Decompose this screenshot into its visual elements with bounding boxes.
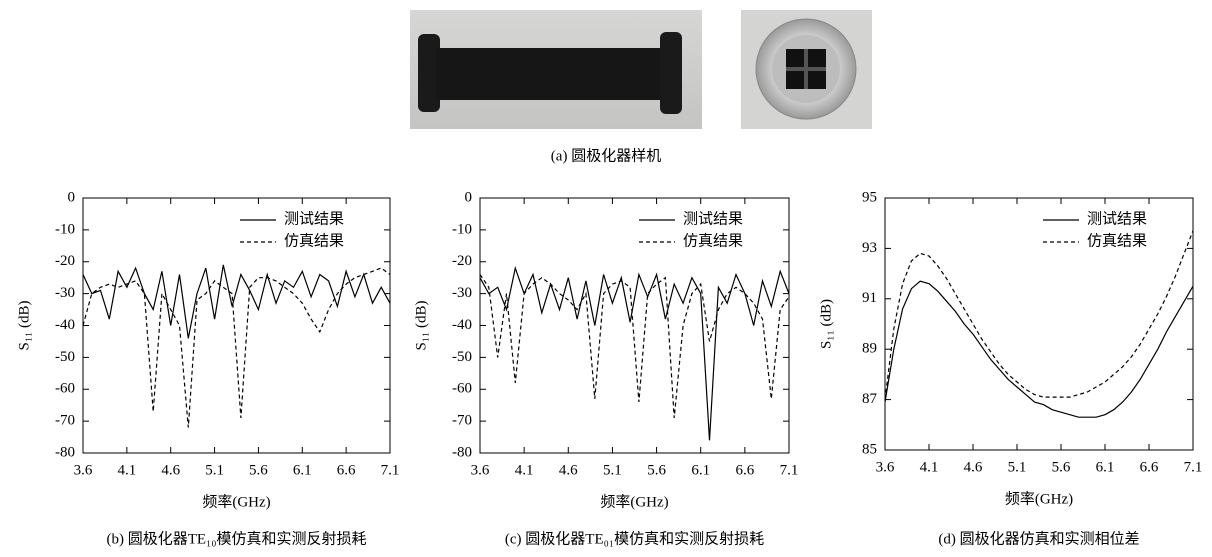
y-tick-label: 91: [862, 290, 877, 306]
x-tick-label: 4.6: [559, 462, 578, 478]
x-tick-label: 7.1: [780, 462, 799, 478]
y-tick-label: 93: [862, 240, 877, 256]
y-axis-label: S₁₁ (dB): [818, 299, 834, 349]
y-axis-label: S₁₁ (dB): [16, 300, 32, 350]
x-tick-label: 5.6: [647, 462, 666, 478]
y-tick-label: -40: [452, 317, 472, 333]
y-tick-label: -60: [452, 381, 472, 397]
y-tick-label: 0: [465, 189, 473, 205]
y-tick-label: -20: [55, 253, 75, 269]
x-tick-label: 5.1: [1008, 459, 1027, 475]
chart: 85 87 89 91 93 95 3.6 4.1 4.6 5.1 5.6 6.1 6.6 7.1 测试结果…: [818, 189, 1202, 547]
y-tick-label: -50: [55, 349, 75, 365]
flange: [660, 32, 682, 114]
y-tick-label: 0: [68, 189, 76, 205]
figure: (a) 圆极化器样机 -80 -70 -60 -50 -40 -30 -20 -10 0 3.6 4…: [0, 0, 1212, 552]
y-tick-label: -10: [55, 221, 75, 237]
y-tick-label: 89: [862, 341, 877, 357]
y-tick-label: -10: [452, 221, 472, 237]
chart-caption: (b) 圆极化器TE₁₀模仿真和实测反射损耗: [106, 529, 366, 547]
x-tick-label: 6.6: [337, 462, 356, 478]
y-tick-label: -60: [55, 381, 75, 397]
legend-label: 测试结果: [1087, 210, 1147, 227]
series-line: [480, 268, 789, 440]
y-tick-label: -80: [55, 444, 75, 460]
x-axis-label: 频率(GHz): [600, 493, 668, 510]
x-tick-label: 4.1: [920, 459, 939, 475]
page: (a) 圆极化器样机 -80 -70 -60 -50 -40 -30 -20 -10 0 3.6 4…: [0, 0, 1212, 557]
legend-label: 测试结果: [284, 210, 344, 227]
series-line: [83, 265, 390, 338]
tube: [436, 48, 664, 100]
photo-polarizer: [410, 10, 702, 129]
x-tick-label: 3.6: [471, 462, 490, 478]
legend-label: 仿真结果: [683, 231, 743, 249]
x-tick-label: 5.6: [1052, 459, 1071, 475]
x-tick-label: 6.6: [735, 462, 754, 478]
series-line: [885, 281, 1193, 417]
ridge: [786, 67, 826, 71]
figure-caption: (a) 圆极化器样机: [551, 147, 661, 164]
x-tick-label: 6.1: [691, 462, 710, 478]
y-tick-label: 87: [862, 391, 878, 407]
photo-flange: [741, 10, 872, 129]
y-tick-label: -20: [452, 253, 472, 269]
x-tick-label: 4.6: [161, 462, 180, 478]
y-tick-label: -30: [55, 285, 75, 301]
x-tick-label: 4.1: [515, 462, 534, 478]
y-tick-label: -70: [452, 413, 472, 429]
x-tick-label: 6.1: [293, 462, 312, 478]
y-tick-label: -50: [452, 349, 472, 365]
legend-label: 仿真结果: [1087, 231, 1147, 249]
x-tick-label: 5.1: [205, 462, 224, 478]
y-tick-label: -40: [55, 317, 75, 333]
y-axis-label: S₁₁ (dB): [413, 300, 429, 350]
y-tick-label: -30: [452, 285, 472, 301]
x-tick-label: 5.1: [603, 462, 622, 478]
y-tick-label: 95: [862, 189, 877, 205]
x-tick-label: 7.1: [1184, 459, 1203, 475]
legend-label: 测试结果: [683, 210, 743, 227]
y-tick-label: -70: [55, 413, 75, 429]
x-tick-label: 3.6: [876, 459, 895, 475]
x-tick-label: 7.1: [381, 462, 400, 478]
legend-label: 仿真结果: [284, 231, 344, 249]
x-tick-label: 6.1: [1096, 459, 1115, 475]
x-axis-label: 频率(GHz): [202, 493, 270, 510]
x-tick-label: 5.6: [249, 462, 268, 478]
series-line: [885, 231, 1193, 400]
y-tick-label: -80: [452, 444, 472, 460]
y-tick-label: 85: [862, 441, 877, 457]
chart-caption: (d) 圆极化器仿真和实测相位差: [938, 529, 1139, 547]
chart: -80 -70 -60 -50 -40 -30 -20 -10 0 3.6 4.1 4.6 5.1 5.6…: [16, 189, 399, 547]
x-tick-label: 6.6: [1140, 459, 1159, 475]
x-axis-label: 频率(GHz): [1005, 490, 1073, 507]
chart: -80 -70 -60 -50 -40 -30 -20 -10 0 3.6 4.1 4.6 5.1 5.6…: [413, 189, 798, 547]
chart-caption: (c) 圆极化器TE₀₁模仿真和实测反射损耗: [505, 529, 764, 547]
x-tick-label: 3.6: [74, 462, 93, 478]
x-tick-label: 4.1: [117, 462, 136, 478]
x-tick-label: 4.6: [964, 459, 983, 475]
